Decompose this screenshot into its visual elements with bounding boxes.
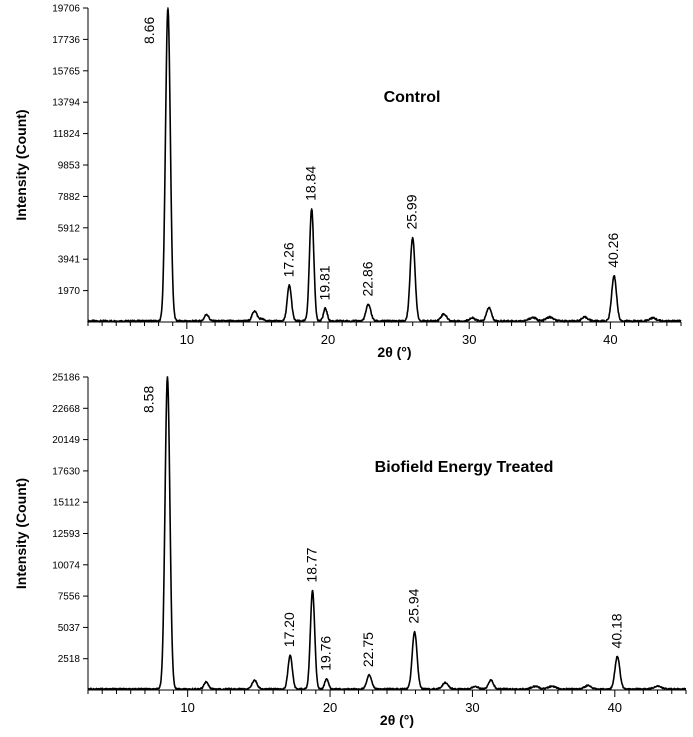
peak-point [311, 589, 314, 592]
y-tick-label: 15112 [53, 498, 81, 509]
peak-label: 8.66 [141, 17, 157, 44]
y-axis-title: Intensity (Count) [13, 109, 29, 220]
y-tick-label: 17736 [52, 35, 80, 46]
y-tick-label: 7882 [58, 192, 81, 203]
x-tick-label: 30 [462, 332, 476, 347]
peak-point [656, 685, 659, 688]
peak-label: 25.99 [404, 194, 420, 229]
peak-label: 17.20 [281, 612, 297, 647]
peak-point [551, 685, 553, 688]
y-tick-label: 12593 [52, 529, 80, 540]
peak-point [548, 316, 551, 319]
peak-point [288, 284, 291, 287]
control-panel: 1970 3941 5912 7882 9853 11824 13794 15765 17736… [13, 4, 682, 360]
y-tick-label: 22668 [52, 404, 80, 415]
peak-point [586, 684, 589, 687]
x-axis-title: 2θ (°) [377, 344, 411, 360]
peak-label: 19.76 [318, 636, 334, 671]
peak-label: 40.18 [608, 613, 624, 648]
peak-point [411, 236, 414, 239]
peak-point [584, 316, 586, 319]
peak-label: 25.94 [406, 588, 422, 623]
x-tick-label: 30 [465, 700, 479, 715]
y-tick-label: 10074 [52, 560, 80, 571]
y-tick-label: 20149 [52, 435, 80, 446]
peak-point [324, 307, 327, 310]
peak-point [260, 318, 263, 320]
x-tick-label: 10 [180, 332, 194, 347]
peak-point [531, 316, 534, 319]
panel-title: Biofield Energy Treated [375, 459, 554, 476]
peak-point [253, 679, 256, 681]
peak-point [613, 274, 615, 277]
peak-point [474, 685, 477, 688]
peak-point [310, 208, 313, 210]
peak-point [444, 681, 447, 684]
peak-point [651, 317, 654, 319]
peak-point [205, 313, 208, 316]
peak-point [471, 317, 473, 319]
peak-point [325, 678, 328, 680]
x-tick-label: 20 [323, 700, 337, 715]
y-tick-label: 11824 [53, 129, 81, 140]
peak-point [490, 679, 492, 681]
peak-label: 40.26 [605, 233, 621, 268]
y-tick-label: 13794 [52, 98, 80, 109]
y-tick-label: 2518 [58, 654, 81, 665]
peak-point [443, 313, 445, 315]
y-tick-label: 19706 [52, 4, 80, 15]
peak-label: 22.86 [359, 261, 375, 296]
peak-point [534, 685, 536, 688]
peak-point [488, 306, 490, 309]
peak-point [289, 654, 291, 657]
panel-title: Control [384, 89, 441, 106]
y-tick-label: 5037 [58, 623, 81, 634]
y-tick-label: 25186 [52, 373, 80, 384]
peak-label: 8.58 [140, 386, 156, 413]
x-axis-title: 2θ (°) [380, 712, 414, 728]
diffraction-trace [87, 376, 687, 691]
diffraction-trace [87, 8, 682, 323]
peak-label: 18.77 [304, 547, 320, 582]
peak-point [205, 681, 207, 683]
peak-point [367, 303, 370, 306]
y-tick-label: 1970 [58, 286, 81, 297]
peak-label: 22.75 [360, 632, 376, 667]
peak-point [413, 630, 416, 633]
treated-panel: 2518 5037 7556 10074 12593 15112 17630 20149 226… [13, 373, 687, 728]
y-tick-label: 5912 [58, 223, 81, 234]
x-tick-label: 40 [608, 700, 622, 715]
y-tick-label: 3941 [58, 255, 81, 266]
x-tick-label: 40 [603, 332, 617, 347]
y-tick-label: 9853 [58, 161, 81, 172]
x-tick-label: 20 [321, 332, 335, 347]
x-tick-label: 10 [180, 700, 194, 715]
y-axis-title: Intensity (Count) [13, 478, 29, 589]
peak-label: 19.81 [316, 265, 332, 300]
y-tick-label: 7556 [58, 592, 81, 603]
peak-point [616, 655, 619, 658]
peak-point [166, 376, 169, 378]
y-tick-label: 15765 [52, 66, 80, 77]
peak-point [253, 310, 256, 312]
peak-point [167, 7, 169, 9]
peak-label: 18.84 [303, 166, 319, 201]
peak-label: 17.26 [280, 242, 296, 277]
y-tick-label: 17630 [52, 466, 80, 477]
peak-point [368, 674, 371, 676]
